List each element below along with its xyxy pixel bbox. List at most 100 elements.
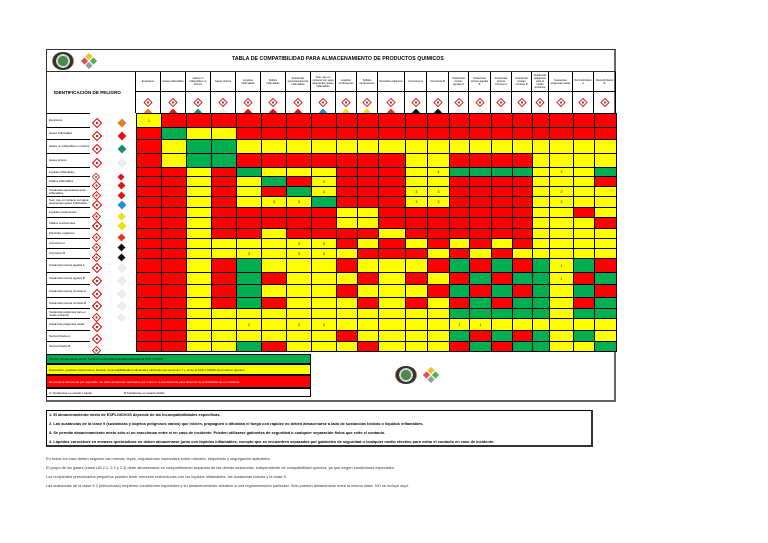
compatibility-cell xyxy=(161,284,187,298)
compatibility-cell: 1 xyxy=(136,113,162,128)
compatibility-cell xyxy=(161,153,187,168)
compatibility-cell xyxy=(336,153,358,168)
column-header: Sustancias peligrosas varias xyxy=(549,72,573,113)
column-header-label: Sólidos inflamables xyxy=(261,72,285,92)
compatibility-cell xyxy=(427,258,450,273)
compatibility-cell xyxy=(549,139,574,154)
transport-label-icon xyxy=(117,187,126,205)
compatibility-cell xyxy=(136,258,162,273)
ghs-exploding-bomb-icon xyxy=(143,94,153,112)
row-label: Corrosivos A xyxy=(46,238,90,248)
compatibility-cell xyxy=(427,113,450,128)
column-header: Líquidos inflamables xyxy=(236,72,261,117)
compatibility-cell xyxy=(336,341,358,352)
ghs-exploding-bomb-icon xyxy=(91,115,103,133)
compatibility-cell xyxy=(532,153,550,168)
ghs-skull-icon xyxy=(91,155,103,173)
column-header: Gases inflamables xyxy=(161,72,186,117)
column-header: Gases no inflamables no tóxicos xyxy=(186,72,211,117)
transport-label-icon xyxy=(117,229,126,247)
compatibility-cell xyxy=(573,113,595,128)
row-label: Gases tóxicos xyxy=(46,153,90,167)
ghs-flame-icon xyxy=(91,187,102,205)
compatibility-cell xyxy=(512,258,533,273)
compatibility-cell xyxy=(491,341,513,352)
footer-line-1: En todos los caso deben seguirse las nor… xyxy=(46,456,271,461)
compatibility-cell xyxy=(357,341,379,352)
footer-ghs-diamond-logo xyxy=(422,366,440,384)
compatibility-cell xyxy=(594,139,617,154)
compatibility-cell xyxy=(211,113,237,128)
column-header: Sustancias espontáneamente inflamables xyxy=(286,72,311,117)
column-header: Corrosivos B xyxy=(427,72,449,117)
column-header: Nocivo/irritante A xyxy=(573,72,594,113)
compatibility-cell xyxy=(427,153,450,168)
ghs-environment-icon xyxy=(535,94,545,112)
compatibility-cell xyxy=(378,139,406,154)
compatibility-cell xyxy=(449,139,470,154)
compatibility-cell xyxy=(161,113,187,128)
ghs-class9-icon xyxy=(91,319,103,337)
compatibility-cell xyxy=(532,258,550,273)
compatibility-cell xyxy=(573,284,595,298)
compatibility-cell xyxy=(491,139,513,154)
row-label: Sustancias peligrosas varias xyxy=(46,318,90,330)
compatibility-cell xyxy=(405,258,428,273)
compatibility-cell xyxy=(449,113,470,128)
compatibility-cell xyxy=(286,113,312,128)
row-label: Sustancias tóxicas agudas A xyxy=(46,258,90,272)
row-label: Gases no inflamables no tóxicos xyxy=(46,139,90,153)
ghs-flame-icon xyxy=(91,197,103,215)
transport-label-icon xyxy=(117,197,127,215)
compatibility-cell xyxy=(161,341,187,352)
notes-box: 1. El almacenamiento mixto de EXPLOSIVOS… xyxy=(46,410,593,447)
compatibility-cell xyxy=(186,153,212,168)
compatibility-cell xyxy=(357,113,379,128)
hazard-identification-header: IDENTIFICACIÓN DE PELIGRO xyxy=(46,72,136,113)
compatibility-cell xyxy=(378,284,406,298)
column-header-label: Sustancias tóxicas crónicas B xyxy=(512,72,531,92)
note-3: 3. Se permite almacenamiento mixto sólo … xyxy=(49,430,386,435)
note-1: 1. El almacenamiento mixto de EXPLOSIVOS… xyxy=(49,412,221,417)
ghs-health-hazard-icon xyxy=(91,298,103,316)
compatibility-cell xyxy=(594,341,617,352)
compatibility-cell xyxy=(549,113,574,128)
ghs-flame-icon xyxy=(268,94,278,112)
column-header: Nocivo/irritante B xyxy=(594,72,616,113)
column-header-label: Sustancias tóxicas agudas B xyxy=(469,72,490,92)
row-label: Sólidos comburentes xyxy=(46,217,90,228)
compatibility-cell xyxy=(236,258,262,273)
transport-label-icon xyxy=(117,141,127,159)
compatibility-cell xyxy=(573,139,595,154)
legend-yellow: Precaución, posibles restricciones. Revi… xyxy=(46,364,311,375)
compatibility-cell xyxy=(336,258,358,273)
page-title: TABLA DE COMPATIBILIDAD PARA ALMACENAMIE… xyxy=(232,56,444,62)
compatibility-cell xyxy=(311,341,337,352)
ghs-flame-icon xyxy=(91,177,102,195)
column-header: Sust. que en contacto con agua desprende… xyxy=(311,72,336,117)
compatibility-cell xyxy=(236,113,262,128)
ghs-flame-icon xyxy=(386,94,396,112)
column-header-label: Líquidos comburentes xyxy=(336,72,356,92)
compatibility-cell xyxy=(405,153,428,168)
compatibility-cell xyxy=(469,153,492,168)
compatibility-cell xyxy=(357,153,379,168)
ghs-flame-over-circle-icon xyxy=(362,94,372,112)
ghs-flame-icon xyxy=(293,94,303,112)
compatibility-cell xyxy=(405,139,428,154)
ghs-skull-icon xyxy=(453,94,464,112)
compatibility-cell xyxy=(261,258,287,273)
ghs-flame-over-circle-icon xyxy=(341,94,351,112)
compatibility-cell xyxy=(549,284,574,298)
column-header-label: Sustancias espontáneamente inflamables xyxy=(286,72,310,92)
compatibility-cell xyxy=(236,341,262,352)
compatibility-cell xyxy=(261,113,287,128)
compatibility-cell xyxy=(594,153,617,168)
column-header-label: Sólidos comburentes xyxy=(357,72,377,92)
column-header-label: Nocivo/irritante B xyxy=(594,72,615,92)
ghs-health-hazard-icon xyxy=(516,94,527,112)
compatibility-cell xyxy=(491,258,513,273)
ghs-flame-over-circle-icon xyxy=(91,208,102,226)
row-label: Nocivo/irritante A xyxy=(46,330,90,341)
transport-label-icon xyxy=(117,273,127,291)
